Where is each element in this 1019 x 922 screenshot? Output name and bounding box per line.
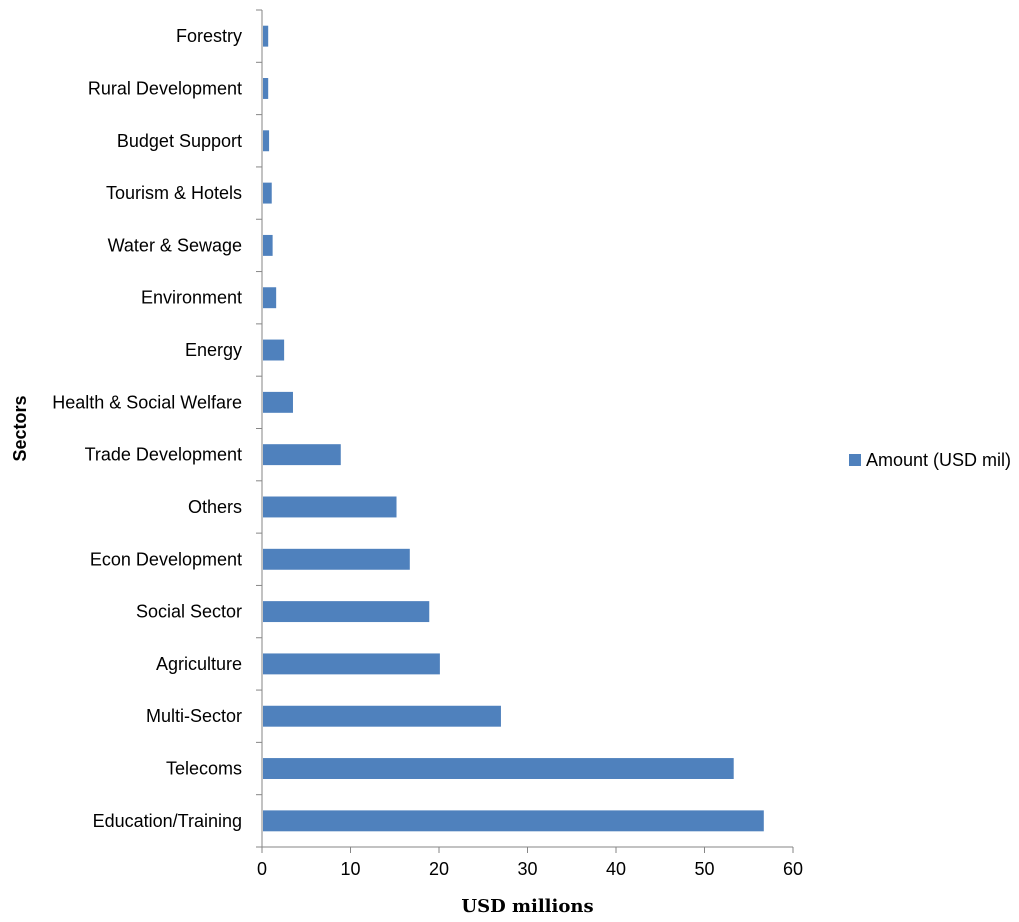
category-label: Energy (185, 340, 242, 360)
category-label: Health & Social Welfare (52, 392, 242, 412)
x-tick-label: 40 (606, 859, 626, 879)
bar (263, 810, 764, 832)
x-tick-label: 10 (340, 859, 360, 879)
bar (263, 182, 272, 204)
category-label: Education/Training (93, 811, 242, 831)
category-label: Water & Sewage (108, 235, 242, 255)
y-axis-title: Sectors (10, 395, 30, 461)
legend-swatch (849, 454, 861, 466)
legend: Amount (USD mil) (849, 450, 1011, 470)
bar (263, 339, 285, 361)
bar (263, 496, 397, 518)
x-tick-label: 30 (517, 859, 537, 879)
x-tick-label: 0 (257, 859, 267, 879)
bar (263, 78, 269, 99)
bar (263, 391, 293, 413)
bar (263, 653, 440, 675)
category-label: Agriculture (156, 654, 242, 674)
x-tick-label: 20 (429, 859, 449, 879)
bar (263, 234, 273, 256)
bar (263, 25, 269, 47)
bar (263, 548, 410, 570)
bar (263, 705, 501, 727)
category-label: Econ Development (90, 549, 242, 569)
category-label: Budget Support (117, 131, 242, 151)
legend-label: Amount (USD mil) (866, 450, 1011, 470)
category-label: Others (188, 497, 242, 517)
x-axis-title: USD millions (461, 896, 593, 917)
category-label: Forestry (176, 26, 242, 46)
x-tick-label: 60 (783, 859, 803, 879)
category-label: Trade Development (85, 445, 242, 465)
x-tick-label: 50 (694, 859, 714, 879)
bar (263, 287, 277, 309)
category-label: Rural Development (88, 78, 242, 98)
category-label: Environment (141, 288, 242, 308)
ticks-group (256, 9, 794, 853)
category-labels-group: Education/Training Telecoms Multi-Sector Ag… (52, 26, 242, 831)
category-label: Social Sector (136, 602, 242, 622)
bars-group (263, 25, 764, 832)
bar (263, 758, 734, 779)
tick-labels-group: 0 10 20 30 40 50 60 (257, 859, 803, 879)
bar (263, 444, 341, 466)
category-label: Multi-Sector (146, 706, 242, 726)
bar (263, 130, 270, 152)
bar (263, 601, 430, 623)
category-label: Tourism & Hotels (106, 183, 242, 203)
category-label: Telecoms (166, 759, 242, 779)
